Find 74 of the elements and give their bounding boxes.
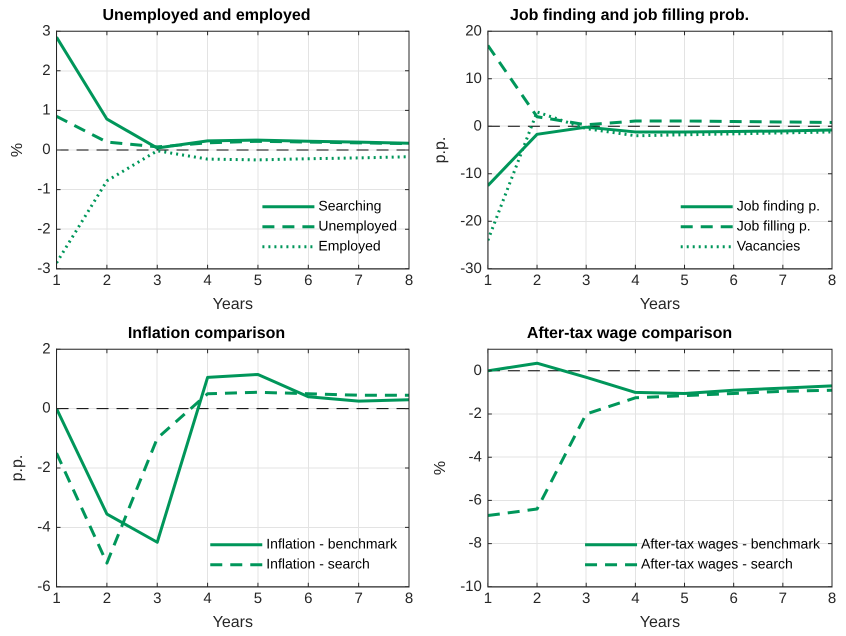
legend-label: After-tax wages - benchmark	[641, 536, 821, 552]
x-axis-title: Years	[640, 296, 680, 313]
x-tick-label: 2	[532, 272, 542, 289]
y-tick-label: -2	[37, 459, 51, 476]
x-tick-label: 7	[778, 272, 788, 289]
legend-label: Inflation - search	[266, 556, 370, 572]
legend-label: After-tax wages - search	[641, 556, 793, 572]
x-tick-label: 5	[254, 590, 262, 607]
legend-label: Job filling p.	[736, 218, 811, 234]
x-tick-label: 4	[203, 272, 212, 289]
x-tick-label: 7	[354, 272, 363, 289]
chart-title: Inflation comparison	[128, 325, 286, 342]
x-tick-label: 7	[778, 590, 788, 607]
x-tick-label: 2	[532, 590, 542, 607]
x-tick-label: 6	[730, 272, 738, 289]
y-tick-label: -20	[460, 212, 482, 230]
x-axis-title: Years	[212, 614, 253, 631]
x-tick-label: 2	[102, 272, 112, 289]
x-tick-label: 3	[153, 272, 162, 289]
y-tick-label: -4	[468, 448, 482, 466]
y-tick-label: 2	[42, 340, 51, 358]
x-tick-label: 4	[631, 590, 640, 607]
y-tick-label: 10	[465, 70, 482, 87]
y-tick-label: 0	[42, 141, 51, 158]
x-tick-label: 6	[304, 590, 312, 607]
x-axis-title: Years	[640, 614, 680, 631]
y-axis-title: p.p.	[9, 454, 26, 482]
y-tick-label: -30	[460, 260, 482, 277]
x-tick-label: 5	[680, 272, 689, 289]
y-tick-label: 1	[42, 102, 51, 119]
y-tick-label: 0	[474, 117, 482, 134]
x-tick-label: 6	[304, 272, 312, 289]
y-tick-label: -6	[468, 492, 482, 509]
y-tick-label: -8	[468, 534, 482, 552]
chart-title: Job finding and job filling prob.	[510, 7, 750, 24]
chart-title: Unemployed and employed	[102, 7, 311, 24]
legend-label: Vacancies	[736, 238, 800, 254]
y-axis-title: p.p.	[432, 136, 450, 164]
y-tick-label: -10	[460, 578, 482, 595]
x-tick-label: 5	[254, 272, 262, 289]
x-tick-label: 3	[153, 590, 162, 607]
x-tick-label: 5	[680, 590, 689, 607]
legend-label: Job finding p.	[736, 198, 820, 214]
x-tick-label: 8	[404, 272, 414, 289]
x-tick-label: 2	[102, 590, 112, 607]
x-tick-label: 3	[582, 590, 590, 607]
y-tick-label: -6	[37, 578, 51, 595]
legend-label: Unemployed	[318, 218, 398, 234]
y-tick-label: -2	[37, 220, 51, 238]
x-tick-label: 8	[828, 272, 836, 289]
x-tick-label: 6	[730, 590, 738, 607]
x-tick-label: 4	[203, 590, 212, 607]
legend-label: Searching	[318, 198, 382, 214]
x-tick-label: 3	[582, 272, 590, 289]
y-tick-label: 0	[474, 362, 482, 379]
chart-title: After-tax wage comparison	[526, 325, 732, 342]
y-tick-label: 20	[465, 22, 482, 40]
x-axis-title: Years	[212, 296, 253, 313]
legend-label: Inflation - benchmark	[266, 536, 398, 552]
y-tick-label: -10	[460, 164, 482, 182]
x-tick-label: 7	[354, 590, 363, 607]
x-tick-label: 8	[828, 590, 836, 607]
y-tick-label: 0	[42, 400, 51, 417]
y-tick-label: -4	[37, 518, 51, 536]
y-tick-label: 3	[42, 22, 51, 40]
y-tick-label: -3	[37, 260, 51, 277]
x-tick-label: 4	[631, 272, 640, 289]
y-axis-title: %	[432, 460, 450, 476]
y-tick-label: -2	[468, 405, 482, 422]
x-tick-label: 8	[404, 590, 414, 607]
y-tick-label: 2	[42, 62, 51, 79]
legend-label: Employed	[318, 238, 381, 254]
y-tick-label: -1	[37, 180, 51, 198]
y-axis-title: %	[9, 142, 26, 158]
